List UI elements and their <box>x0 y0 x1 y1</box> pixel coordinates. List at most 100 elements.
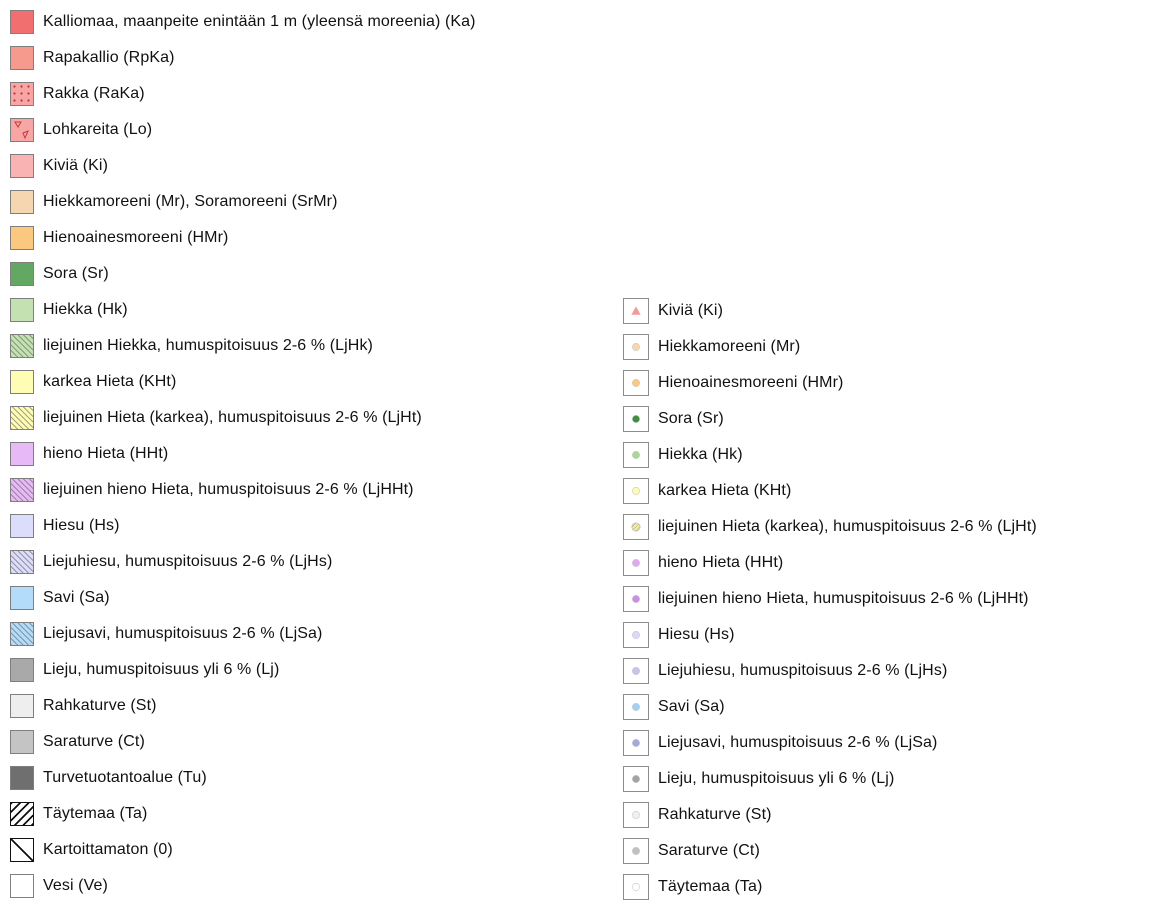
legend-swatch-liejuhiesu-humuspitoisuus-2-6-ljhs <box>10 550 34 574</box>
legend-item-liejuinen-hieno-hieta-humuspitoisuus-2-6-ljhht: liejuinen hieno Hieta, humuspitoisuus 2-… <box>623 581 1037 617</box>
legend-item-liejuinen-hiekka-humuspitoisuus-2-6-ljhk: liejuinen Hiekka, humuspitoisuus 2-6 % (… <box>10 328 476 364</box>
legend-label: Saraturve (Ct) <box>658 842 760 859</box>
legend-item-turvetuotantoalue-tu: Turvetuotantoalue (Tu) <box>10 760 476 796</box>
legend-item-liejuhiesu-humuspitoisuus-2-6-ljhs: Liejuhiesu, humuspitoisuus 2-6 % (LjHs) <box>623 653 1037 689</box>
legend-label: Savi (Sa) <box>43 589 110 606</box>
legend-swatch-savi-sa <box>10 586 34 610</box>
legend-item-hienoainesmoreeni-hmr: Hienoainesmoreeni (HMr) <box>623 365 1037 401</box>
legend-label: Saraturve (Ct) <box>43 733 145 750</box>
legend-item-hiekkamoreeni-mr-soramoreeni-srmr: Hiekkamoreeni (Mr), Soramoreeni (SrMr) <box>10 184 476 220</box>
legend-label: Liejusavi, humuspitoisuus 2-6 % (LjSa) <box>43 625 323 642</box>
legend-item-hiekkamoreeni-mr: Hiekkamoreeni (Mr) <box>623 329 1037 365</box>
legend-label: Kiviä (Ki) <box>43 157 109 174</box>
legend-label: hieno Hieta (HHt) <box>43 445 169 462</box>
legend-label: Hiekkamoreeni (Mr), Soramoreeni (SrMr) <box>43 193 338 210</box>
legend-swatch-hiekka-hk <box>10 298 34 322</box>
legend-item-kartoittamaton-0: Kartoittamaton (0) <box>10 832 476 868</box>
legend-swatch-rahkaturve-st <box>10 694 34 718</box>
legend-swatch-liejuhiesu-humuspitoisuus-2-6-ljhs <box>623 658 649 684</box>
legend-label: Lohkareita (Lo) <box>43 121 153 138</box>
legend-swatch-taytemaa-ta <box>10 802 34 826</box>
legend-swatch-lieju-humuspitoisuus-yli-6-lj <box>10 658 34 682</box>
legend-swatch-saraturve-ct <box>623 838 649 864</box>
legend-item-hienoainesmoreeni-hmr: Hienoainesmoreeni (HMr) <box>10 220 476 256</box>
legend-item-liejuinen-hieta-karkea-humuspitoisuus-2-6-ljht: liejuinen Hieta (karkea), humuspitoisuus… <box>10 400 476 436</box>
legend-swatch-liejuinen-hieta-karkea-humuspitoisuus-2-6-ljht <box>10 406 34 430</box>
legend-label: Rahkaturve (St) <box>43 697 157 714</box>
legend-swatch-rakka-raka <box>10 82 34 106</box>
legend-item-hiesu-hs: Hiesu (Hs) <box>10 508 476 544</box>
legend-label: Kiviä (Ki) <box>658 302 724 319</box>
legend-swatch-rahkaturve-st <box>623 802 649 828</box>
legend-swatch-liejuinen-hieno-hieta-humuspitoisuus-2-6-ljhht <box>10 478 34 502</box>
legend-label: Turvetuotantoalue (Tu) <box>43 769 207 786</box>
legend-swatch-saraturve-ct <box>10 730 34 754</box>
legend-label: Rahkaturve (St) <box>658 806 772 823</box>
legend-label: Liejusavi, humuspitoisuus 2-6 % (LjSa) <box>658 734 938 751</box>
legend-column-left: Kalliomaa, maanpeite enintään 1 m (yleen… <box>10 4 476 904</box>
legend-label: liejuinen hieno Hieta, humuspitoisuus 2-… <box>43 481 414 498</box>
legend-label: Kartoittamaton (0) <box>43 841 173 858</box>
legend-swatch-turvetuotantoalue-tu <box>10 766 34 790</box>
legend-label: Rapakallio (RpKa) <box>43 49 175 66</box>
legend-item-lohkareita-lo: Lohkareita (Lo) <box>10 112 476 148</box>
legend-label: Hiekkamoreeni (Mr) <box>658 338 801 355</box>
legend-swatch-lieju-humuspitoisuus-yli-6-lj <box>623 766 649 792</box>
legend-swatch-kartoittamaton-0 <box>10 838 34 862</box>
legend-swatch-vesi-ve <box>10 874 34 898</box>
legend-label: Lieju, humuspitoisuus yli 6 % (Lj) <box>43 661 280 678</box>
legend-item-rahkaturve-st: Rahkaturve (St) <box>623 797 1037 833</box>
legend-label: Vesi (Ve) <box>43 877 108 894</box>
legend-swatch-karkea-hieta-kht <box>10 370 34 394</box>
legend-item-karkea-hieta-kht: karkea Hieta (KHt) <box>10 364 476 400</box>
legend-item-taytemaa-ta: Täytemaa (Ta) <box>623 869 1037 905</box>
legend-label: liejuinen Hiekka, humuspitoisuus 2-6 % (… <box>43 337 373 354</box>
legend-swatch-lohkareita-lo <box>10 118 34 142</box>
legend-item-saraturve-ct: Saraturve (Ct) <box>10 724 476 760</box>
legend-swatch-sora-sr <box>623 406 649 432</box>
legend-label: Kalliomaa, maanpeite enintään 1 m (yleen… <box>43 13 476 30</box>
legend-label: Sora (Sr) <box>658 410 724 427</box>
legend-swatch-karkea-hieta-kht <box>623 478 649 504</box>
legend-label: Sora (Sr) <box>43 265 109 282</box>
legend-item-liejuinen-hieta-karkea-humuspitoisuus-2-6-ljht: liejuinen Hieta (karkea), humuspitoisuus… <box>623 509 1037 545</box>
legend-label: Hienoainesmoreeni (HMr) <box>658 374 844 391</box>
legend-swatch-sora-sr <box>10 262 34 286</box>
legend-item-hiekka-hk: Hiekka (Hk) <box>623 437 1037 473</box>
legend-swatch-liejusavi-humuspitoisuus-2-6-ljsa <box>623 730 649 756</box>
legend-swatch-hiesu-hs <box>623 622 649 648</box>
legend-swatch-hienoainesmoreeni-hmr <box>10 226 34 250</box>
legend-label: Rakka (RaKa) <box>43 85 145 102</box>
legend-label: Liejuhiesu, humuspitoisuus 2-6 % (LjHs) <box>43 553 333 570</box>
legend-item-kalliomaa-maanpeite-enintaan-1-m-yleensa-moreenia-ka: Kalliomaa, maanpeite enintään 1 m (yleen… <box>10 4 476 40</box>
legend-item-kivia-ki: Kiviä (Ki) <box>623 293 1037 329</box>
legend-item-kivia-ki: Kiviä (Ki) <box>10 148 476 184</box>
legend-item-rahkaturve-st: Rahkaturve (St) <box>10 688 476 724</box>
legend-swatch-hieno-hieta-hht <box>10 442 34 466</box>
legend-label: Liejuhiesu, humuspitoisuus 2-6 % (LjHs) <box>658 662 948 679</box>
legend-item-karkea-hieta-kht: karkea Hieta (KHt) <box>623 473 1037 509</box>
legend-label: Hiesu (Hs) <box>43 517 120 534</box>
legend-item-sora-sr: Sora (Sr) <box>623 401 1037 437</box>
legend-label: hieno Hieta (HHt) <box>658 554 784 571</box>
legend-item-liejusavi-humuspitoisuus-2-6-ljsa: Liejusavi, humuspitoisuus 2-6 % (LjSa) <box>623 725 1037 761</box>
legend-swatch-kivia-ki <box>10 154 34 178</box>
legend-column-right: Kiviä (Ki) Hiekkamoreeni (Mr) Hienoainesmo… <box>623 293 1037 905</box>
legend-item-hiekka-hk: Hiekka (Hk) <box>10 292 476 328</box>
legend-item-liejuinen-hieno-hieta-humuspitoisuus-2-6-ljhht: liejuinen hieno Hieta, humuspitoisuus 2-… <box>10 472 476 508</box>
legend-item-saraturve-ct: Saraturve (Ct) <box>623 833 1037 869</box>
legend-swatch-hiekka-hk <box>623 442 649 468</box>
legend-label: liejuinen Hieta (karkea), humuspitoisuus… <box>43 409 422 426</box>
legend-label: karkea Hieta (KHt) <box>43 373 177 390</box>
legend-label: karkea Hieta (KHt) <box>658 482 792 499</box>
legend-item-sora-sr: Sora (Sr) <box>10 256 476 292</box>
legend-item-rakka-raka: Rakka (RaKa) <box>10 76 476 112</box>
legend-swatch-taytemaa-ta <box>623 874 649 900</box>
legend-label: Hiesu (Hs) <box>658 626 735 643</box>
legend-item-lieju-humuspitoisuus-yli-6-lj: Lieju, humuspitoisuus yli 6 % (Lj) <box>623 761 1037 797</box>
legend-item-liejusavi-humuspitoisuus-2-6-ljsa: Liejusavi, humuspitoisuus 2-6 % (LjSa) <box>10 616 476 652</box>
legend-label: Hiekka (Hk) <box>43 301 128 318</box>
legend-swatch-liejuinen-hiekka-humuspitoisuus-2-6-ljhk <box>10 334 34 358</box>
legend-label: Täytemaa (Ta) <box>658 878 763 895</box>
legend-item-taytemaa-ta: Täytemaa (Ta) <box>10 796 476 832</box>
